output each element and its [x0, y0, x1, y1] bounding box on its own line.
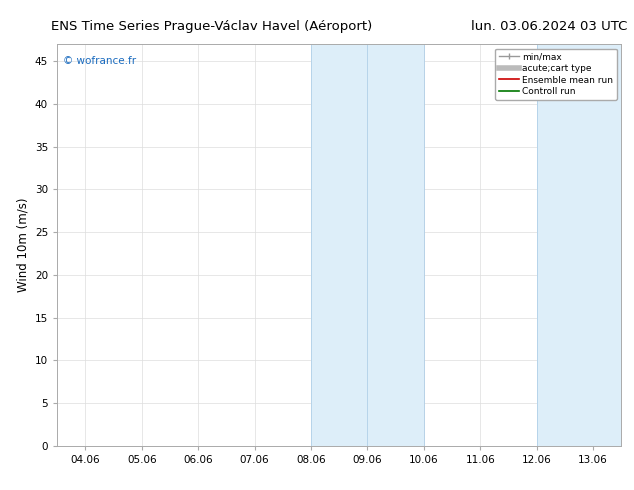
Legend: min/max, acute;cart type, Ensemble mean run, Controll run: min/max, acute;cart type, Ensemble mean … — [495, 49, 617, 100]
Text: lun. 03.06.2024 03 UTC: lun. 03.06.2024 03 UTC — [471, 20, 628, 33]
Text: ENS Time Series Prague-Václav Havel (Aéroport): ENS Time Series Prague-Václav Havel (Aér… — [51, 20, 372, 33]
Bar — [311, 44, 424, 446]
Y-axis label: Wind 10m (m/s): Wind 10m (m/s) — [16, 198, 29, 292]
Text: © wofrance.fr: © wofrance.fr — [63, 56, 136, 66]
Bar — [536, 44, 621, 446]
